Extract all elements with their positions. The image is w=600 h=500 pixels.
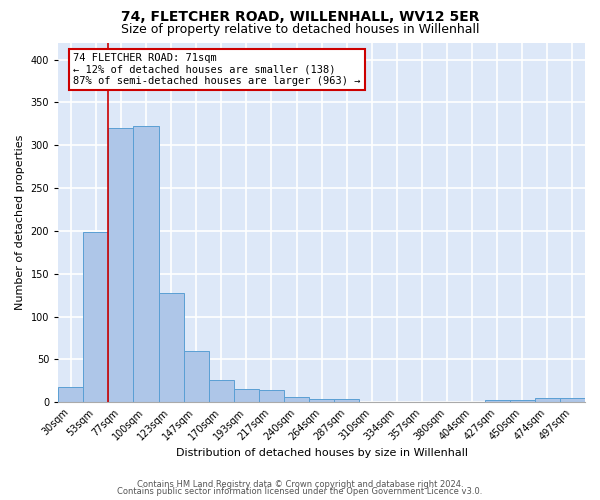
Bar — [560, 398, 585, 402]
Text: Contains public sector information licensed under the Open Government Licence v3: Contains public sector information licen… — [118, 487, 482, 496]
Y-axis label: Number of detached properties: Number of detached properties — [15, 134, 25, 310]
Bar — [109, 128, 133, 402]
Text: Contains HM Land Registry data © Crown copyright and database right 2024.: Contains HM Land Registry data © Crown c… — [137, 480, 463, 489]
Bar — [510, 400, 535, 402]
Bar — [309, 398, 334, 402]
Text: 74 FLETCHER ROAD: 71sqm
← 12% of detached houses are smaller (138)
87% of semi-d: 74 FLETCHER ROAD: 71sqm ← 12% of detache… — [73, 53, 361, 86]
Bar — [535, 398, 560, 402]
Bar — [259, 390, 284, 402]
Bar — [209, 380, 234, 402]
Bar — [58, 387, 83, 402]
Bar — [184, 351, 209, 402]
Bar — [284, 397, 309, 402]
Bar — [485, 400, 510, 402]
Text: Size of property relative to detached houses in Willenhall: Size of property relative to detached ho… — [121, 22, 479, 36]
X-axis label: Distribution of detached houses by size in Willenhall: Distribution of detached houses by size … — [176, 448, 467, 458]
Bar — [83, 232, 109, 402]
Bar — [234, 390, 259, 402]
Bar — [158, 292, 184, 402]
Text: 74, FLETCHER ROAD, WILLENHALL, WV12 5ER: 74, FLETCHER ROAD, WILLENHALL, WV12 5ER — [121, 10, 479, 24]
Bar — [133, 126, 158, 402]
Bar — [334, 398, 359, 402]
